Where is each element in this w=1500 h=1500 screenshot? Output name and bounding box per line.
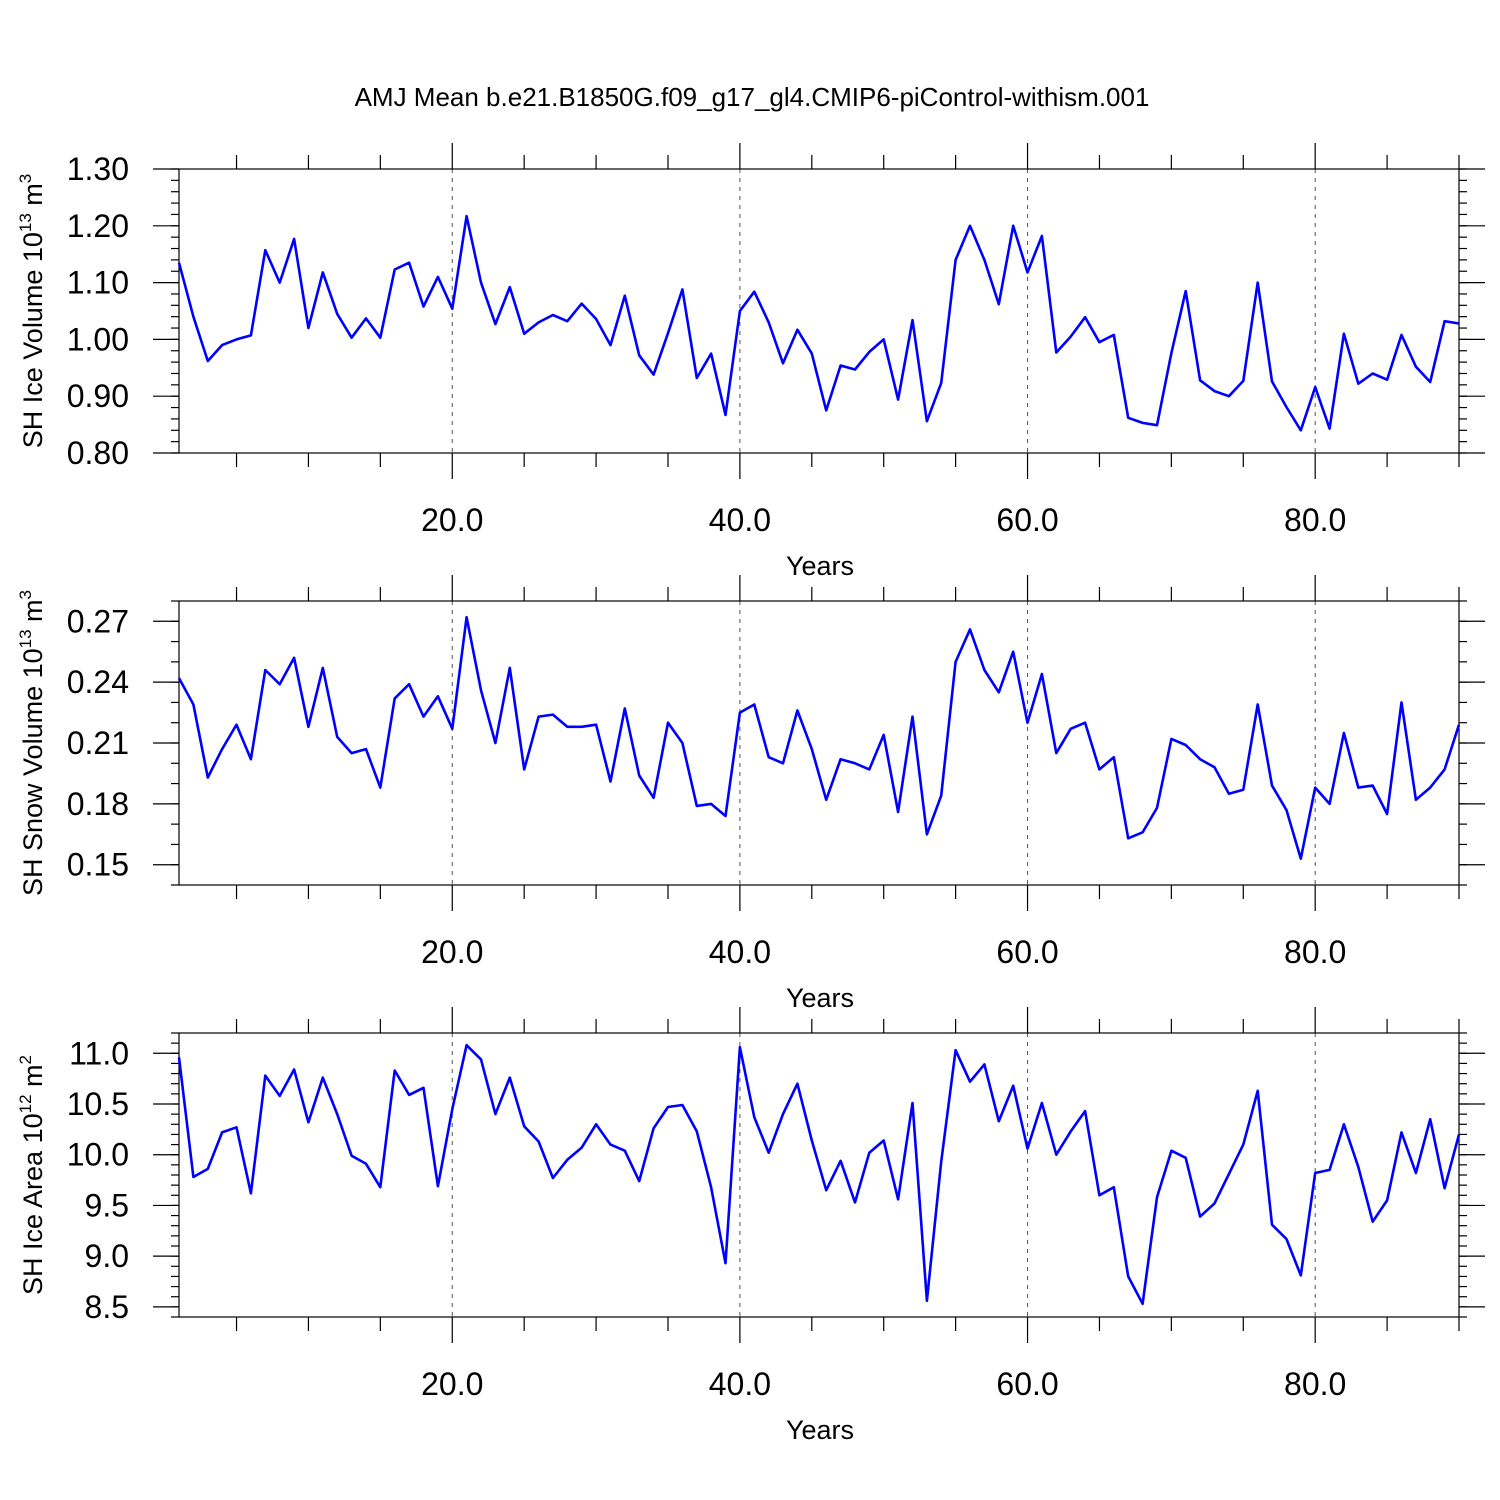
x-tick-label: 40.0 xyxy=(709,502,771,538)
x-tick-label: 80.0 xyxy=(1284,934,1346,970)
y-axis-title: SH Snow Volume 1013 m3 xyxy=(16,590,48,896)
x-tick-label: 80.0 xyxy=(1284,502,1346,538)
chart-panel-3: 8.5 9.0 9.5 10.0 10.5 11.0 20.0 40.0 60.0 80.0 Yea… xyxy=(16,1007,1485,1445)
y-tick-label: 0.21 xyxy=(67,725,129,761)
chart-panel-2: 0.15 0.18 0.21 0.24 0.27 20.0 40.0 60.0 80.0 Year… xyxy=(16,575,1485,1013)
x-tick-label: 40.0 xyxy=(709,934,771,970)
y-tick-label: 0.27 xyxy=(67,603,129,639)
y-tick-label: 9.0 xyxy=(85,1238,129,1274)
y-tick-label: 1.00 xyxy=(67,321,129,357)
plot-frame xyxy=(178,600,1460,886)
y-tick-label: 0.90 xyxy=(67,378,129,414)
y-tick-label: 1.20 xyxy=(67,208,129,244)
y-tick-label: 1.10 xyxy=(67,265,129,301)
x-tick-label: 20.0 xyxy=(421,502,483,538)
chart-title: AMJ Mean b.e21.B1850G.f09_g17_gl4.CMIP6-… xyxy=(355,82,1150,112)
x-tick-label: 20.0 xyxy=(421,1366,483,1402)
x-tick-label: 60.0 xyxy=(996,1366,1058,1402)
chart-panel-1: 0.80 0.90 1.00 1.10 1.20 1.30 20.0 40.0 60.0 80.0… xyxy=(16,143,1485,581)
y-tick-label: 11.0 xyxy=(69,1035,129,1071)
x-axis-title: Years xyxy=(786,983,854,1013)
y-tick-label: 8.5 xyxy=(85,1289,129,1325)
y-tick-label: 9.5 xyxy=(85,1187,129,1223)
y-tick-label: 0.18 xyxy=(67,786,129,822)
x-tick-label: 60.0 xyxy=(996,502,1058,538)
y-axis-title: SH Ice Volume 1013 m3 xyxy=(16,174,48,449)
x-axis-title: Years xyxy=(786,1415,854,1445)
series-line xyxy=(177,615,1461,860)
x-tick-label: 20.0 xyxy=(421,934,483,970)
y-tick-label: 0.15 xyxy=(67,847,129,883)
series-line xyxy=(177,214,1460,432)
x-tick-label: 80.0 xyxy=(1284,1366,1346,1402)
y-tick-label: 1.30 xyxy=(67,151,129,187)
y-axis-title: SH Ice Area 1012 m2 xyxy=(16,1055,48,1295)
x-tick-label: 60.0 xyxy=(996,934,1058,970)
y-tick-label: 0.80 xyxy=(67,435,129,471)
plot-frame xyxy=(178,168,1460,454)
y-tick-label: 10.0 xyxy=(67,1137,129,1173)
y-tick-label: 0.24 xyxy=(67,664,129,700)
y-tick-label: 10.5 xyxy=(67,1086,129,1122)
series-line xyxy=(177,1043,1461,1306)
x-tick-label: 40.0 xyxy=(709,1366,771,1402)
x-axis-title: Years xyxy=(786,551,854,581)
